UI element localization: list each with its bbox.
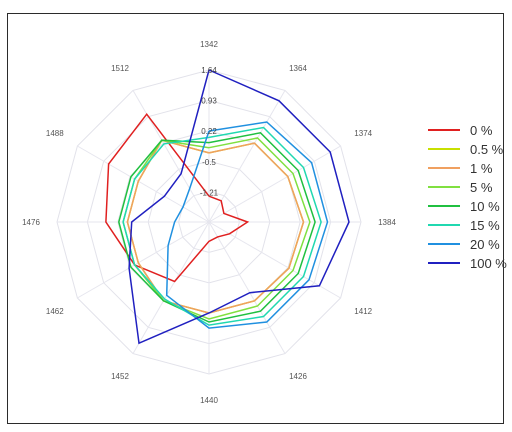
- series-line: [128, 69, 350, 345]
- grid-spoke: [208, 145, 341, 223]
- legend-label: 0 %: [470, 123, 493, 138]
- legend-label: 100 %: [470, 256, 507, 271]
- category-label: 1342: [200, 40, 218, 49]
- category-label: 1412: [354, 307, 372, 316]
- category-label: 1452: [111, 372, 129, 381]
- category-label: 1476: [22, 218, 40, 227]
- grid-spoke: [208, 90, 286, 223]
- category-label: 1488: [46, 129, 64, 138]
- radial-tick-label: 0.22: [201, 127, 217, 136]
- legend-label: 0.5 %: [470, 142, 504, 157]
- category-label: 1512: [111, 64, 129, 73]
- legend-label: 5 %: [470, 180, 493, 195]
- radial-tick-label: -0.5: [202, 158, 216, 167]
- category-label: 1374: [354, 129, 372, 138]
- series-lines: [105, 69, 350, 345]
- category-label: 1426: [289, 372, 307, 381]
- grid-spoke: [132, 90, 210, 223]
- radial-tick-label: 0.93: [201, 97, 217, 106]
- category-label: 1462: [46, 307, 64, 316]
- grid-spoke: [208, 221, 286, 354]
- series-line: [165, 121, 329, 329]
- legend-label: 15 %: [470, 218, 500, 233]
- category-axis-labels: 1342 1364 1374 1384 1412 1426 1440 1452 1462 1476…: [22, 40, 396, 405]
- series-line: [122, 137, 311, 320]
- series-line: [105, 112, 250, 283]
- radial-tick-label: -1.21: [200, 188, 219, 197]
- category-label: 1440: [200, 396, 218, 405]
- legend-label: 20 %: [470, 237, 500, 252]
- series-line: [118, 131, 316, 323]
- category-label: 1384: [378, 218, 396, 227]
- legend-label: 10 %: [470, 199, 500, 214]
- chart-frame: [7, 13, 504, 424]
- legend-label: 1 %: [470, 161, 493, 176]
- grid-spoke: [132, 221, 210, 354]
- radial-tick-labels: 1.64 0.93 0.22 -0.5 -1.21: [200, 66, 219, 197]
- radial-tick-label: 1.64: [201, 66, 217, 75]
- grid-spoke: [77, 145, 210, 223]
- grid-spoke: [77, 221, 210, 299]
- series-line: [122, 126, 322, 326]
- legend: 0 % 0.5 % 1 % 5 % 10 % 15 % 20 % 100 %: [428, 123, 507, 271]
- category-label: 1364: [289, 64, 307, 73]
